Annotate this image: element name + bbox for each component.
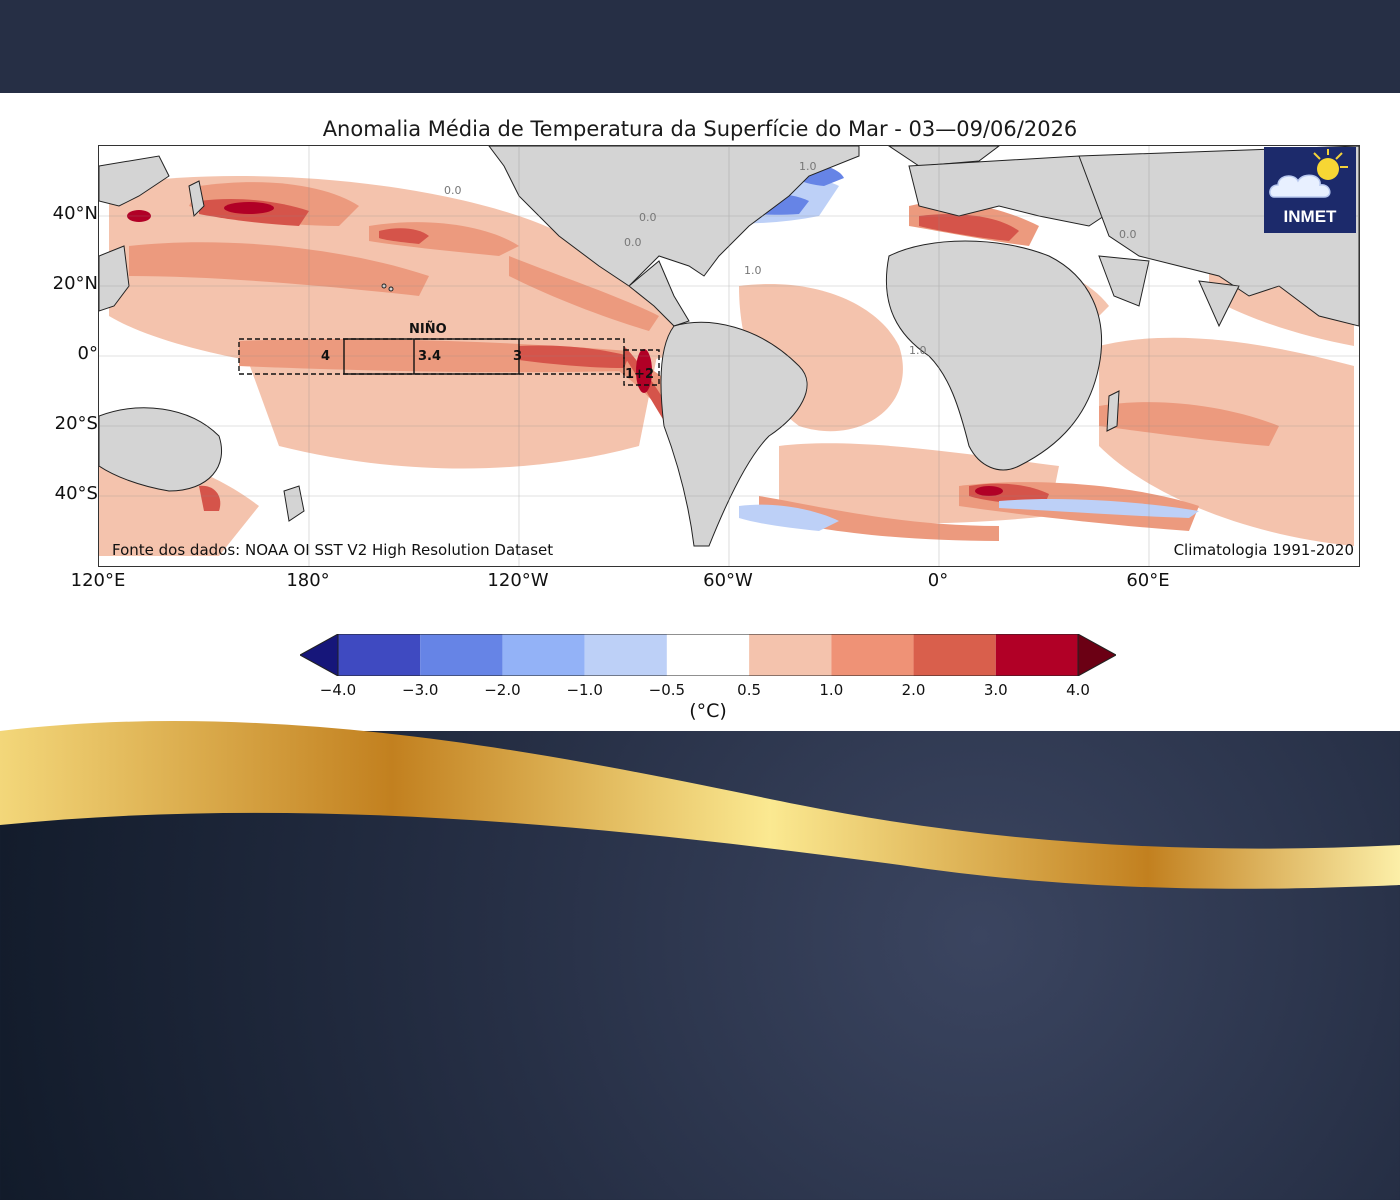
lon-label-120e: 120°E (70, 570, 126, 591)
colorbar-extend-low (300, 634, 339, 676)
nino-regions (238, 338, 660, 386)
nino-label-12: 1+2 (625, 367, 654, 382)
map-title: Anomalia Média de Temperatura da Superfí… (322, 117, 1078, 141)
colorbar-tick-label: 2.0 (901, 681, 926, 699)
colorbar-segment (913, 634, 996, 676)
colorbar-segment (749, 634, 832, 676)
top-band (0, 0, 1400, 93)
nino-label-4: 4 (321, 349, 330, 364)
lat-label-40s: 40°S (54, 483, 98, 504)
nino-label-34: 3.4 (418, 349, 441, 364)
contour-label: 1.0 (799, 160, 817, 173)
climatology-note: Climatologia 1991-2020 (1173, 541, 1354, 559)
contour-label: 0.0 (1119, 228, 1137, 241)
colorbar-tick-label: −2.0 (484, 681, 521, 699)
colorbar-segment (420, 634, 503, 676)
map-graphic: 0.0 0.0 0.0 1.0 1.0 1.0 0.0 NIÑO 4 3.4 3… (99, 146, 1359, 566)
colorbar-segment (831, 634, 914, 676)
lat-label-20s: 20°S (54, 413, 98, 434)
sst-anomaly-map: 0.0 0.0 0.0 1.0 1.0 1.0 0.0 NIÑO 4 3.4 3… (98, 145, 1360, 567)
colorbar-tick-label: −3.0 (402, 681, 439, 699)
colorbar-segment (584, 634, 667, 676)
contour-label: 0.0 (624, 236, 642, 249)
colorbar-segment (338, 634, 421, 676)
lon-label-0: 0° (927, 570, 949, 591)
lon-label-120w: 120°W (487, 570, 549, 591)
nino-labels: NIÑO 4 3.4 3 1+2 (321, 321, 654, 382)
colorbar-tick-label: 3.0 (983, 681, 1008, 699)
colorbar (300, 634, 1116, 676)
colorbar-tick-label: −0.5 (648, 681, 686, 699)
lat-label-40n: 40°N (52, 203, 98, 224)
contour-label: 1.0 (744, 264, 762, 277)
nino-34-box (343, 338, 520, 375)
lat-label-20n: 20°N (52, 273, 98, 294)
lat-label-0: 0° (77, 343, 98, 364)
lon-label-180: 180° (286, 570, 330, 591)
extreme-warm-anomaly (127, 202, 1003, 496)
source-note: Fonte dos dados: NOAA OI SST V2 High Res… (112, 541, 554, 559)
nino-header: NIÑO (409, 321, 447, 337)
lon-label-60e: 60°E (1126, 570, 1170, 591)
inmet-logo: INMET (1264, 147, 1356, 233)
colorbar-tick-label: −1.0 (566, 681, 603, 699)
colorbar-segment (502, 634, 585, 676)
colorbar-tick-label: 1.0 (819, 681, 844, 699)
contour-label: 1.0 (909, 344, 927, 357)
contour-labels: 0.0 0.0 0.0 1.0 1.0 1.0 0.0 (444, 160, 1137, 357)
colorbar-unit: (°C) (689, 700, 727, 722)
colorbar-segment (666, 634, 750, 676)
colorbar-segment (995, 634, 1078, 676)
colorbar-tick-label: 0.5 (737, 681, 762, 699)
colorbar-tick-label: −4.0 (319, 681, 357, 699)
logo-text: INMET (1283, 207, 1337, 226)
nino-12-box (623, 349, 660, 386)
lon-label-60w: 60°W (703, 570, 753, 591)
contour-label: 0.0 (444, 184, 462, 197)
sun-cloud-icon (1269, 149, 1348, 198)
contour-label: 0.0 (639, 211, 657, 224)
colorbar-extend-high (1077, 634, 1116, 676)
colorbar-tick-label: 4.0 (1066, 681, 1090, 699)
nino-label-3: 3 (513, 349, 522, 364)
gold-wave-decoration (0, 721, 1400, 889)
